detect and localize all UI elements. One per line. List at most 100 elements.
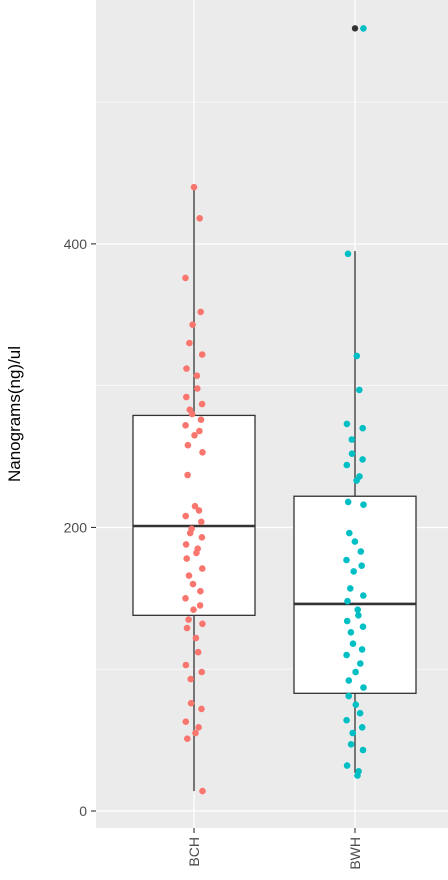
data-point-bwh <box>356 709 364 717</box>
data-point-bch <box>193 549 200 557</box>
y-tick-label: 200 <box>64 519 88 535</box>
data-point-bwh <box>359 456 366 463</box>
data-point-bch <box>183 624 191 632</box>
data-point-bch <box>184 471 191 479</box>
data-point-bwh <box>350 568 358 575</box>
data-point-bch <box>199 565 206 572</box>
data-point-bwh <box>345 677 353 684</box>
data-point-bch <box>198 705 205 713</box>
data-point-bwh <box>358 724 366 731</box>
data-point-bch <box>186 529 194 537</box>
data-point-bwh <box>347 741 355 748</box>
data-point-bch <box>195 507 203 514</box>
box-bwh <box>293 25 417 773</box>
data-point-bch <box>182 512 189 520</box>
data-point-bch <box>199 449 206 456</box>
y-tick-label: 400 <box>64 236 88 252</box>
data-point-bch <box>189 580 197 588</box>
data-point-bwh <box>352 668 359 676</box>
jitter-points <box>182 25 367 795</box>
data-point-bch <box>191 432 198 439</box>
data-point-bwh <box>357 660 364 667</box>
data-point-bch <box>182 541 190 548</box>
data-point-bch <box>182 595 189 602</box>
y-axis-title: Nanograms(ng)/ul <box>5 346 24 482</box>
data-point-bch <box>194 385 201 392</box>
data-point-bch <box>198 518 205 526</box>
data-point-bch <box>182 274 189 282</box>
data-point-bwh <box>353 477 360 484</box>
data-point-bwh <box>354 772 361 779</box>
data-point-bwh <box>343 762 351 769</box>
plot-panel <box>96 0 448 828</box>
data-point-bwh <box>356 386 363 394</box>
data-point-bch <box>187 675 194 683</box>
data-point-bwh <box>345 692 353 700</box>
data-point-bwh <box>358 562 366 569</box>
data-point-bwh <box>351 538 359 545</box>
data-point-bch <box>185 572 193 579</box>
data-point-bwh <box>343 716 350 724</box>
data-point-bch <box>197 587 204 595</box>
data-point-bwh <box>346 529 353 537</box>
data-point-bch <box>198 534 206 541</box>
data-point-bwh <box>344 597 351 605</box>
data-point-bch <box>193 372 201 380</box>
data-point-bch <box>189 321 196 329</box>
data-point-bwh <box>360 25 367 32</box>
data-point-bch <box>198 351 206 358</box>
data-point-bch <box>196 215 203 222</box>
data-point-bwh <box>349 729 357 737</box>
y-tick-label: 0 <box>79 803 87 819</box>
data-point-bwh <box>359 746 367 754</box>
data-point-bch <box>191 502 199 510</box>
data-point-bch <box>196 427 203 435</box>
data-point-bwh <box>343 651 350 659</box>
data-point-bch <box>182 422 189 429</box>
data-point-bwh <box>343 420 351 428</box>
data-point-bch <box>185 616 192 623</box>
data-point-bwh <box>343 556 350 564</box>
x-axis: BCH BWH <box>186 828 363 870</box>
data-point-bch <box>198 400 206 408</box>
data-point-bch <box>187 699 195 707</box>
data-point-bwh <box>360 592 367 599</box>
data-point-bwh <box>354 606 362 613</box>
data-point-bch <box>198 668 205 676</box>
data-point-bch <box>183 393 190 401</box>
data-point-bwh <box>355 612 362 619</box>
data-point-bch <box>182 718 190 725</box>
data-point-bch <box>197 416 205 424</box>
data-point-bwh <box>360 684 367 691</box>
box-rect <box>293 495 417 694</box>
data-point-bwh <box>352 701 360 708</box>
data-point-bch <box>192 729 199 737</box>
x-tick-label: BWH <box>347 837 363 870</box>
data-point-bch <box>183 555 190 562</box>
data-point-bch <box>182 661 190 669</box>
data-point-bwh <box>343 461 351 469</box>
data-point-bch <box>186 339 193 347</box>
data-point-bwh <box>353 352 361 360</box>
data-point-bwh <box>349 640 357 647</box>
data-point-bwh <box>348 436 356 443</box>
data-point-bch <box>194 648 202 656</box>
data-point-bwh <box>360 501 367 509</box>
data-point-bch <box>184 735 191 742</box>
data-point-bwh <box>343 617 351 625</box>
data-point-bwh <box>344 498 352 506</box>
data-point-bwh <box>344 250 352 258</box>
data-point-bch <box>184 441 192 449</box>
data-point-bwh <box>358 646 366 653</box>
data-point-bch <box>199 787 206 795</box>
data-point-bwh <box>348 450 356 458</box>
data-point-bch <box>196 602 204 609</box>
data-point-bwh <box>357 548 365 555</box>
y-axis: 0 200 400 <box>64 236 96 819</box>
data-point-bch <box>195 724 202 731</box>
data-point-bch <box>199 620 206 628</box>
data-point-bwh <box>347 585 354 592</box>
data-point-bch <box>197 308 204 316</box>
data-point-bwh <box>359 424 367 432</box>
